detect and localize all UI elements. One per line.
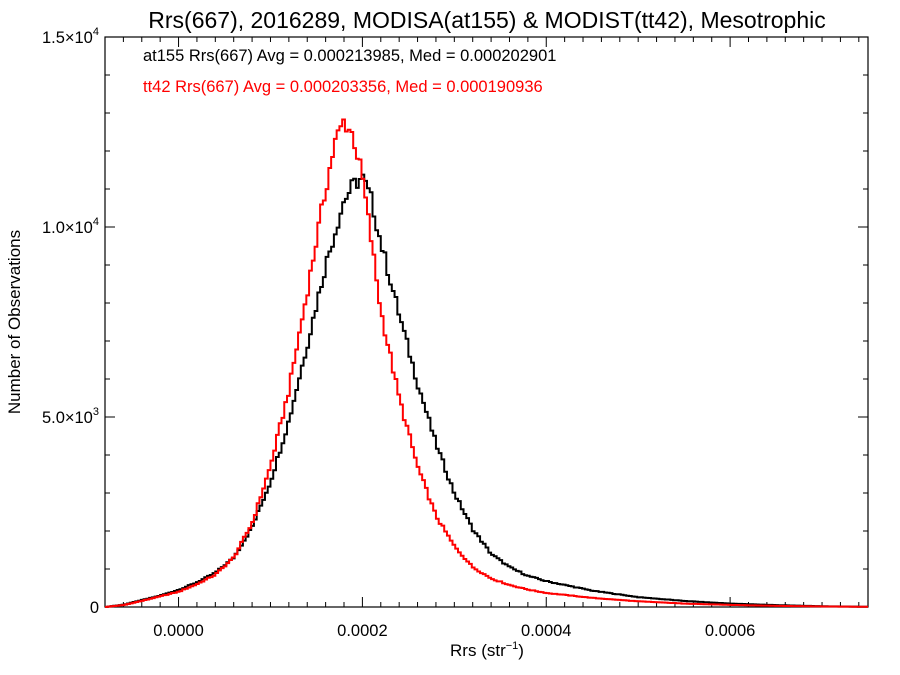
x-axis-label-close: ) (518, 641, 524, 660)
y-tick-label: 5.0×103 (42, 406, 99, 427)
y-tick-label-base: 5.0×10 (42, 409, 93, 427)
legend-tt42-text: tt42 Rrs(667) Avg = 0.000203356, Med = 0… (143, 78, 543, 96)
series-at155-line (105, 173, 868, 608)
y-tick-label: 1.0×104 (42, 216, 99, 237)
y-tick-label-base: 0 (90, 599, 99, 617)
chart-title: Rrs(667), 2016289, MODISA(at155) & MODIS… (148, 7, 825, 33)
axis-ticks: 0.0000 0.0002 0.0004 0.000605.0×1031.0×1041… (42, 26, 868, 640)
plot-frame (104, 36, 869, 608)
plot-area: 0.0000 0.0002 0.0004 0.000605.0×1031.0×1041… (42, 26, 869, 640)
x-axis-label-sup: −1 (506, 640, 519, 652)
y-tick-label-exp: 3 (93, 406, 99, 418)
legend-at155-text: at155 Rrs(667) Avg = 0.000213985, Med = … (143, 47, 556, 65)
y-tick-label-base: 1.5×10 (42, 29, 93, 47)
x-tick-label: 0.0002 (337, 622, 387, 640)
series-layer (105, 118, 868, 608)
x-tick-label: 0.0004 (521, 622, 571, 640)
series-tt42-line (105, 118, 868, 608)
x-axis-label: Rrs (str−1) (450, 640, 524, 660)
y-axis-label: Number of Observations (5, 230, 24, 414)
y-tick-label-exp: 4 (93, 26, 99, 38)
y-tick-label-exp: 4 (93, 216, 99, 228)
x-tick-label: 0.0006 (705, 622, 755, 640)
y-tick-label-base: 1.0×10 (42, 219, 93, 237)
y-tick-label: 1.5×104 (42, 26, 99, 47)
x-axis-label-main: Rrs (str (450, 641, 506, 660)
x-tick-label: 0.0000 (153, 622, 203, 640)
y-tick-label: 0 (90, 599, 99, 617)
